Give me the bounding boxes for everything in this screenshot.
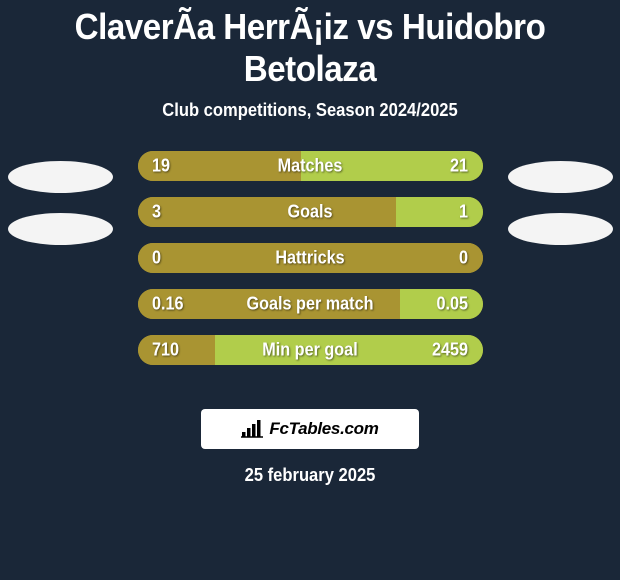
brand-label: FcTables.com <box>269 419 378 439</box>
team-logo <box>8 213 113 245</box>
stat-bar: 19 21 Matches <box>138 151 483 181</box>
stat-bar: 0 0 Hattricks <box>138 243 483 273</box>
stat-fill-left <box>138 197 397 227</box>
stat-bars: 19 21 Matches 3 1 Goals 0 0 Hattricks 0.16 0.05 Goa… <box>138 151 483 365</box>
stat-fill-right <box>396 197 482 227</box>
team-logo <box>508 213 613 245</box>
stat-value-right: 21 <box>450 156 468 177</box>
left-team-logos <box>0 151 120 245</box>
stat-label: Hattricks <box>275 248 344 269</box>
page-title: ClaverÃ­a HerrÃ¡iz vs Huidobro Betolaza <box>25 6 595 90</box>
date: 25 february 2025 <box>25 465 595 486</box>
stat-value-left: 19 <box>152 156 170 177</box>
stat-value-left: 710 <box>152 340 179 361</box>
subtitle: Club competitions, Season 2024/2025 <box>25 100 595 121</box>
stat-value-left: 0.16 <box>152 294 184 315</box>
stat-value-left: 0 <box>152 248 161 269</box>
team-logo <box>8 161 113 193</box>
stat-label: Min per goal <box>262 340 357 361</box>
stats-area: 19 21 Matches 3 1 Goals 0 0 Hattricks 0.16 0.05 Goa… <box>0 151 620 391</box>
stat-bar: 710 2459 Min per goal <box>138 335 483 365</box>
stat-label: Goals per match <box>247 294 374 315</box>
stat-value-right: 0 <box>459 248 468 269</box>
brand-box: FcTables.com <box>201 409 419 449</box>
stat-value-right: 0.05 <box>437 294 469 315</box>
stat-bar: 0.16 0.05 Goals per match <box>138 289 483 319</box>
stat-label: Matches <box>278 156 343 177</box>
stat-value-right: 2459 <box>432 340 468 361</box>
stat-value-left: 3 <box>152 202 161 223</box>
stat-value-right: 1 <box>459 202 468 223</box>
bar-chart-icon <box>241 420 263 438</box>
stat-bar: 3 1 Goals <box>138 197 483 227</box>
right-team-logos <box>500 151 620 245</box>
stat-label: Goals <box>287 202 332 223</box>
team-logo <box>508 161 613 193</box>
